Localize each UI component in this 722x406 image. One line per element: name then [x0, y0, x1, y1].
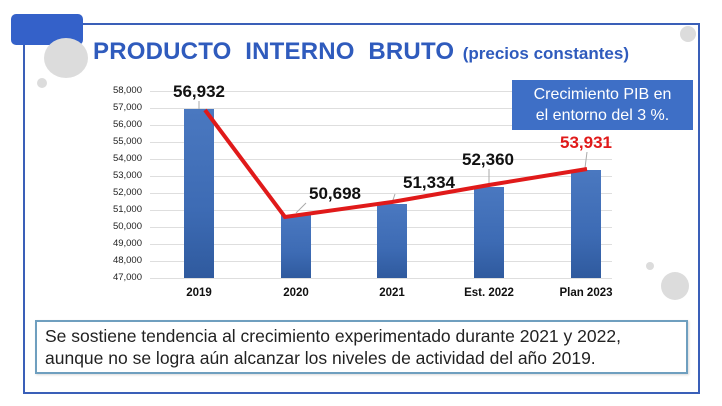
decor-circle-large-right	[661, 272, 689, 300]
y-tick-label: 49,000	[112, 238, 142, 249]
gridline	[150, 142, 612, 143]
decor-circle-top-right	[680, 26, 696, 42]
data-label-2019: 56,932	[173, 82, 225, 101]
gridline	[150, 159, 612, 160]
leader-line	[584, 151, 588, 169]
y-tick-label: 56,000	[112, 119, 142, 130]
y-tick-label: 52,000	[112, 187, 142, 198]
y-tick-label: 53,000	[112, 170, 142, 181]
note-line-2: aunque no se logra aún alcanzar los nive…	[45, 348, 596, 368]
trend-line	[203, 108, 588, 220]
decor-circle-small-right	[646, 262, 654, 270]
x-label-plan-2023: Plan 2023	[559, 287, 613, 299]
bar-2020	[281, 215, 311, 278]
y-tick-label: 50,000	[112, 221, 142, 232]
title-main: PRODUCTO INTERNO BRUTO	[93, 38, 455, 65]
growth-callout-box: Crecimiento PIB en el entorno del 3 %.	[512, 80, 693, 130]
gridline	[150, 91, 612, 92]
gridline	[150, 125, 612, 126]
callout-line-1: Crecimiento PIB en	[533, 86, 672, 103]
y-tick-label: 51,000	[112, 204, 142, 215]
y-tick-label: 54,000	[112, 153, 142, 164]
callout-line-2: el entorno del 3 %.	[535, 107, 670, 124]
title-subtitle: (precios constantes)	[462, 44, 629, 63]
bar-plan-2023	[571, 170, 601, 278]
slide-frame	[23, 23, 700, 394]
data-label-2021: 51,334	[403, 173, 455, 192]
gridline	[150, 193, 612, 194]
data-label-2020: 50,698	[309, 184, 361, 203]
x-label-2020: 2020	[283, 287, 309, 299]
x-label-2019: 2019	[186, 287, 212, 299]
note-line-1: Se sostiene tendencia al crecimiento exp…	[45, 326, 621, 346]
y-tick-label: 57,000	[112, 102, 142, 113]
gridline	[150, 108, 612, 109]
summary-note-box: Se sostiene tendencia al crecimiento exp…	[35, 320, 688, 374]
y-tick-label: 55,000	[112, 136, 142, 147]
bar-2021	[377, 204, 407, 278]
x-label-2021: 2021	[379, 287, 405, 299]
y-tick-label: 47,000	[112, 272, 142, 283]
decor-circle-small-left	[37, 78, 47, 88]
chart-title: PRODUCTO INTERNO BRUTO (precios constant…	[0, 38, 722, 66]
leader-line	[295, 202, 307, 214]
y-tick-label: 48,000	[112, 255, 142, 266]
gridline	[150, 278, 612, 279]
y-tick-label: 58,000	[112, 85, 142, 96]
data-label-est-2022: 52,360	[462, 150, 514, 169]
x-label-est-2022: Est. 2022	[464, 287, 514, 299]
data-label-plan-2023: 53,931	[560, 133, 612, 152]
bar-2019	[184, 109, 214, 278]
decor-circle-large-left	[44, 38, 88, 78]
bar-est-2022	[474, 187, 504, 278]
gridline	[150, 176, 612, 177]
